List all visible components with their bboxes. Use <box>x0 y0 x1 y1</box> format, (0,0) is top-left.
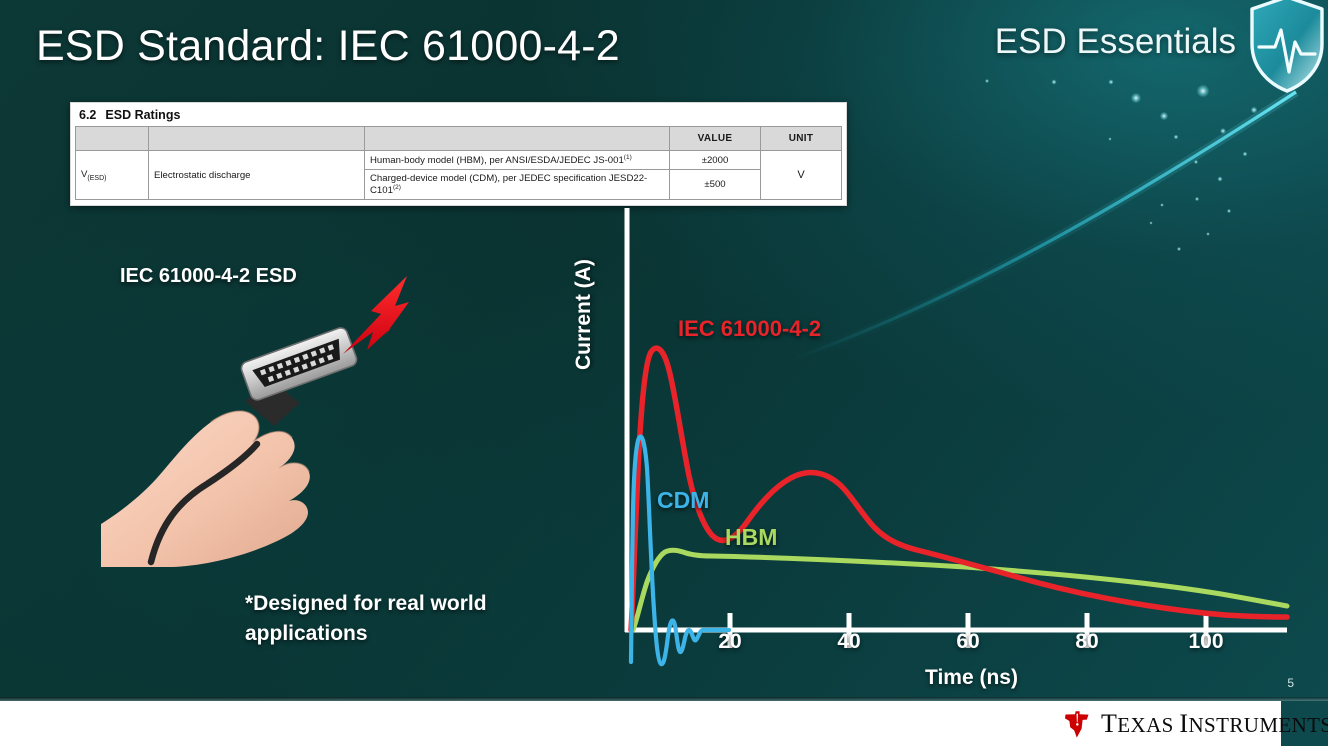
esd-waveform-chart <box>624 208 1290 667</box>
brand-text: ESD Essentials <box>994 22 1236 61</box>
ti-t: T <box>1101 709 1118 738</box>
cell-parameter: Electrostatic discharge <box>148 149 365 201</box>
x-tick-100: 100 <box>1188 630 1224 653</box>
cdm-curve <box>628 434 732 667</box>
esd-ratings-table-card: 6.2 ESD Ratings VALUE UNIT V(ESD) Electro… <box>70 102 847 207</box>
ti-i: I <box>1179 709 1189 738</box>
series-label-cdm: CDM <box>657 487 710 513</box>
condition-text: Charged-device model (CDM), per JEDEC sp… <box>370 173 648 197</box>
texas-instruments-logo: TEXAS INSTRUMENTS <box>1062 709 1328 739</box>
esd-ratings-table: VALUE UNIT V(ESD) Electrostatic discharg… <box>75 126 842 201</box>
x-tick-80: 80 <box>1075 630 1099 653</box>
header-unit: UNIT <box>760 126 842 151</box>
esd-caption: IEC 61000-4-2 ESD <box>120 265 297 287</box>
texas-state-logo-icon <box>1065 710 1089 738</box>
x-tick-20: 20 <box>718 630 742 653</box>
footnote-marker: (1) <box>623 154 632 161</box>
header-blank-parameter <box>148 126 365 151</box>
x-axis-label: Time (ns) <box>925 666 1018 689</box>
series-label-iec: IEC 61000-4-2 <box>678 316 822 341</box>
x-tick-40: 40 <box>837 630 861 653</box>
footer-bar <box>0 701 1281 746</box>
x-tick-60: 60 <box>956 630 980 653</box>
condition-text: Human-body model (HBM), per ANSI/ESDA/JE… <box>370 155 624 167</box>
symbol-main: V <box>81 168 88 180</box>
slide-title: ESD Standard: IEC 61000-4-2 <box>36 22 620 70</box>
footnote-marker: (2) <box>392 184 401 192</box>
header-blank-symbol <box>75 126 149 151</box>
table-row: Charged-device model (CDM), per JEDEC sp… <box>76 169 842 201</box>
cell-unit: V <box>760 149 842 201</box>
symbol-subscript: (ESD) <box>87 174 107 182</box>
ti-nstruments: NSTRUMENTS <box>1188 713 1328 737</box>
table-header-row: VALUE UNIT <box>75 126 842 151</box>
shield-pulse-icon <box>1250 0 1324 93</box>
x-axis-ticks <box>727 613 1209 648</box>
ti-exas: EXAS <box>1117 713 1174 737</box>
cell-value-hbm: ±2000 <box>669 149 761 171</box>
y-axis-label: Current (A) <box>572 259 595 370</box>
table-row: V(ESD) Electrostatic discharge Human-bod… <box>75 149 842 201</box>
real-world-note: *Designed for real world applications <box>245 592 487 646</box>
hand-holding-hdmi-connector-graphic <box>101 276 409 567</box>
section-number: 6.2 <box>79 108 97 122</box>
texas-instruments-wordmark: TEXAS INSTRUMENTS <box>1101 709 1328 739</box>
lightning-bolt-icon <box>343 276 409 354</box>
table-section-heading: 6.2 ESD Ratings <box>71 103 846 126</box>
hbm-curve <box>630 547 1290 633</box>
cell-symbol: V(ESD) <box>75 149 149 201</box>
cell-condition-hbm: Human-body model (HBM), per ANSI/ESDA/JE… <box>364 149 670 171</box>
cell-condition-cdm: Charged-device model (CDM), per JEDEC sp… <box>364 169 670 201</box>
section-title: ESD Ratings <box>105 108 181 122</box>
header-value: VALUE <box>669 126 761 151</box>
cell-value-cdm: ±500 <box>669 169 761 201</box>
header-blank-condition <box>364 126 670 151</box>
page-number: 5 <box>1287 676 1294 690</box>
iec-curve <box>628 345 1290 633</box>
series-label-hbm: HBM <box>725 524 778 550</box>
footer-divider <box>0 697 1328 701</box>
